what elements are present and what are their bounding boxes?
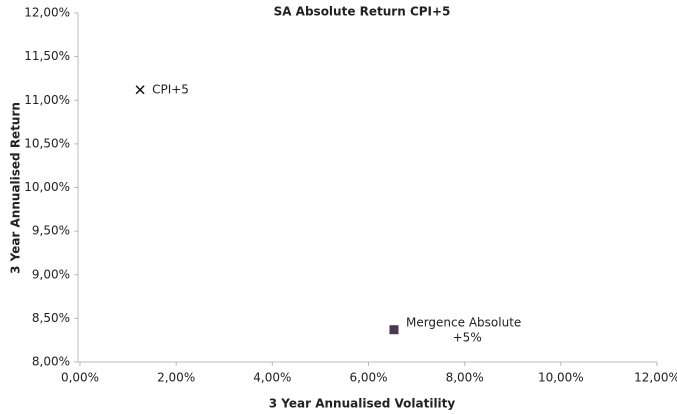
y-tick-label: 8,50%: [32, 311, 70, 325]
point: [389, 325, 399, 335]
y-tick-label: 11,50%: [24, 49, 70, 63]
y-tick-label: 9,00%: [32, 267, 70, 281]
x-tick-label: 0,00%: [61, 371, 99, 385]
point-label: Mergence Absolute +5%: [406, 315, 521, 344]
point-label: CPI+5: [152, 82, 189, 96]
y-tick-label: 8,00%: [32, 355, 70, 369]
chart-title: SA Absolute Return CPI+5: [274, 5, 451, 19]
y-tick-label: 9,50%: [32, 224, 70, 238]
x-tick-label: 8,00%: [446, 371, 484, 385]
x-tick-label: 12,00%: [634, 371, 677, 385]
y-tick-label: 12,00%: [24, 6, 70, 20]
y-axis-title: 3 Year Annualised Return: [9, 102, 23, 274]
marker-part: [135, 85, 145, 95]
x-axis-title: 3 Year Annualised Volatility: [269, 397, 456, 411]
marker-part: [389, 325, 399, 335]
y-tick-label: 10,00%: [24, 180, 70, 194]
y-tick-label: 10,50%: [24, 136, 70, 150]
point: [135, 85, 145, 95]
x-tick-label: 4,00%: [253, 371, 291, 385]
y-tick-label: 11,00%: [24, 93, 70, 107]
x-tick-label: 2,00%: [157, 371, 195, 385]
x-tick-label: 6,00%: [349, 371, 387, 385]
x-tick-label: 10,00%: [538, 371, 584, 385]
